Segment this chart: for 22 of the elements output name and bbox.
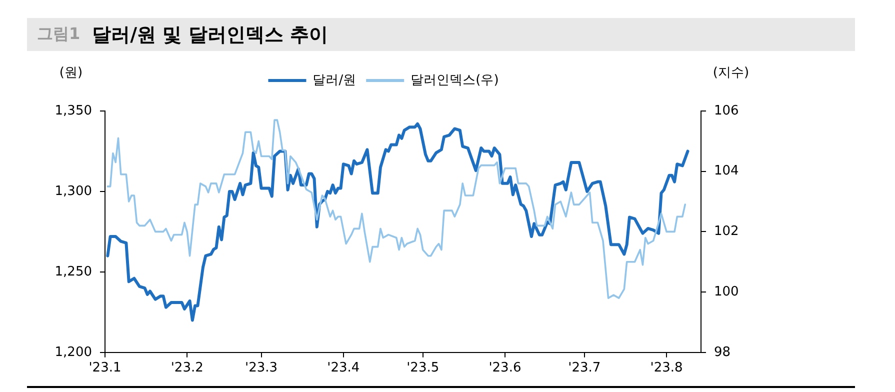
y-tick-label: 1,200 [54, 344, 92, 360]
y2-tick-label: 104 [714, 164, 739, 179]
y2-tick-label: 106 [714, 103, 739, 118]
legend-label: 달러인덱스(우) [410, 72, 499, 88]
y2-tick-label: 100 [714, 284, 739, 300]
x-tick-label: '23.5 [406, 360, 440, 376]
x-tick-label: '23.4 [327, 360, 360, 376]
y-axis-title: (원) [59, 65, 83, 80]
y-tick-label: 1,300 [54, 184, 92, 199]
y-tick-label: 1,250 [54, 264, 92, 280]
x-tick-label: '23.8 [650, 360, 683, 376]
x-tick-label: '23.3 [245, 360, 278, 376]
x-tick-label: '23.6 [488, 360, 522, 376]
x-tick-label: '23.1 [88, 360, 122, 376]
x-tick-label: '23.7 [568, 360, 601, 376]
legend-label: 달러/원 [312, 72, 356, 88]
y2-axis-title: (지수) [712, 65, 750, 80]
y-tick-label: 1,350 [54, 103, 92, 118]
y2-tick-label: 98 [714, 344, 731, 360]
chart-title: 그림1 달러/원 및 달러인덱스 추이 [37, 22, 328, 48]
y2-tick-label: 102 [714, 224, 739, 240]
x-tick-label: '23.2 [170, 360, 204, 376]
